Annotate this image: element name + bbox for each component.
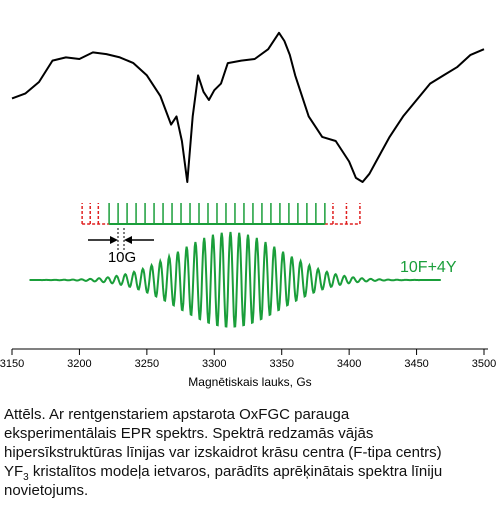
caption-line-4: YF3 kristalītos modeļa ietvaros, parādīt… [4,462,496,483]
x-tick-label-3200: 3200 [67,358,91,370]
scale-bar-left-arrowhead [110,236,118,244]
caption-line-4-start: YF [4,463,24,480]
x-tick-label-3150: 3150 [0,358,24,370]
x-axis-ticks: 3150 3200 3250 3300 3350 3400 3450 3500 [0,349,496,370]
calculated-series-label: 10F+4Y [400,259,457,276]
x-axis-label: Magnētiskais lauks, Gs [188,375,311,389]
calculated-spectrum-line [29,231,441,328]
x-tick-label-3450: 3450 [404,358,428,370]
caption-line-4-end: kristalītos modeļa ietvaros, parādīts ap… [28,463,443,480]
x-tick-label-3350: 3350 [269,358,293,370]
caption-line-1: Attēls. Ar rentgenstariem apstarota OxFG… [4,406,350,423]
caption-line-2: eksperimentālais EPR spektrs. Spektrā re… [4,425,374,442]
epr-spectrum-chart: 3150 3200 3250 3300 3350 3400 3450 3500 Magnēti… [0,31,496,389]
x-tick-label-3400: 3400 [337,358,361,370]
figure-caption: Attēls. Ar rentgenstariem apstarota OxFG… [4,405,496,500]
caption-line-5: novietojums. [4,482,89,499]
hyperfine-stick-diagram [81,203,361,225]
x-tick-label-3250: 3250 [135,358,159,370]
caption-line-3: hipersīkstruktūras līnijas var izskaidro… [4,444,442,461]
scale-bar-right-arrowhead [124,236,132,244]
experimental-spectrum-line [11,31,485,183]
x-tick-label-3300: 3300 [202,358,226,370]
x-tick-label-3500: 3500 [472,358,496,370]
scale-bar-10g: 10G [88,228,154,266]
axis-group: 3150 3200 3250 3300 3350 3400 3450 3500 Magnēti… [0,348,496,389]
scale-bar-label: 10G [108,249,136,266]
caption-subscript-3: 3 [23,472,29,483]
